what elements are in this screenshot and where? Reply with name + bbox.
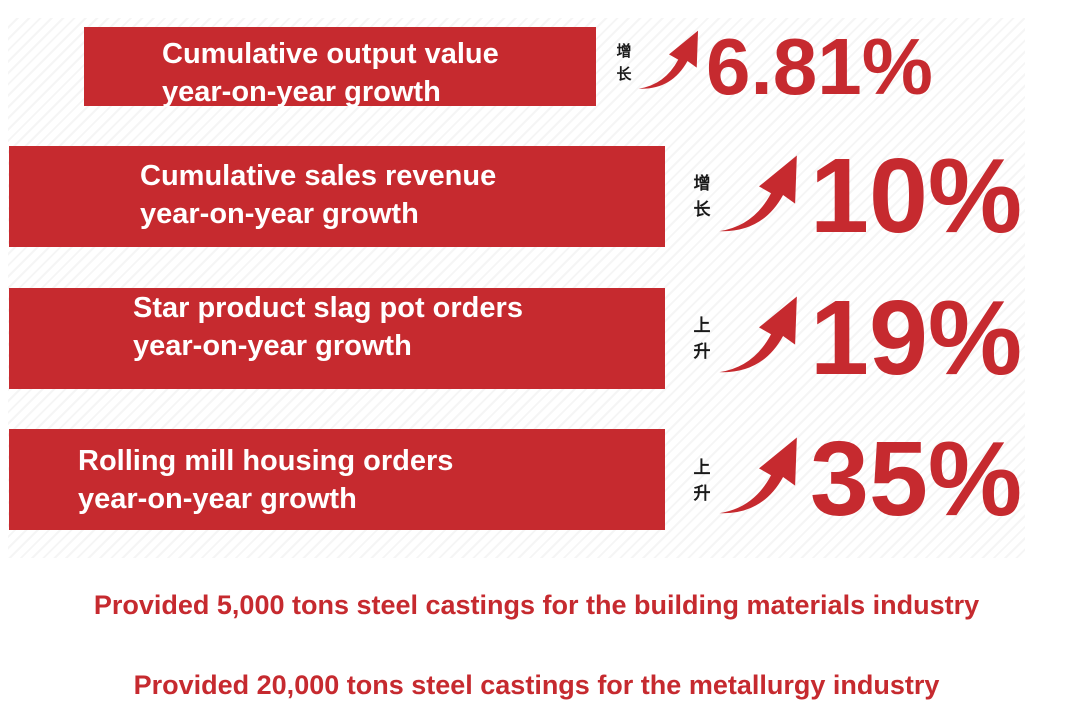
note-metallurgy: Provided 20,000 tons steel castings for … <box>133 670 940 700</box>
metric-label-line1: Cumulative output value <box>162 38 499 70</box>
growth-arrow-icon <box>719 296 797 373</box>
growth-arrow-icon <box>719 437 797 514</box>
metric-bar-sales-revenue: Cumulative sales revenue year-on-year gr… <box>9 146 665 247</box>
metric-label-line2: year-on-year growth <box>78 483 357 515</box>
metric-value: 10% <box>810 137 1023 255</box>
metric-value: 35% <box>810 420 1023 538</box>
metric-value: 19% <box>810 279 1023 397</box>
metric-growth-tag: 上 升 <box>693 316 711 362</box>
metric-growth-tag: 增 长 <box>616 42 632 83</box>
note-building-materials: Provided 5,000 tons steel castings for t… <box>93 590 980 620</box>
metric-growth-tag: 增 长 <box>693 174 711 220</box>
metric-bar-rolling-mill-orders: Rolling mill housing orders year-on-year… <box>9 429 665 530</box>
metric-label-line2: year-on-year growth <box>162 76 441 108</box>
metric-label-line2: year-on-year growth <box>133 330 412 362</box>
metric-growth-tag: 上 升 <box>693 458 711 504</box>
metric-value: 6.81% <box>706 22 933 111</box>
metric-bar-output-value: Cumulative output value year-on-year gro… <box>84 27 596 108</box>
metric-label-line2: year-on-year growth <box>140 198 419 230</box>
metric-label-line1: Rolling mill housing orders <box>78 445 454 477</box>
metric-bar-slag-pot-orders: Star product slag pot orders year-on-yea… <box>9 288 665 389</box>
metric-label-line1: Cumulative sales revenue <box>140 160 497 192</box>
metric-label-line1: Star product slag pot orders <box>133 292 523 324</box>
growth-arrow-icon <box>638 30 699 89</box>
growth-arrow-icon <box>719 155 797 232</box>
